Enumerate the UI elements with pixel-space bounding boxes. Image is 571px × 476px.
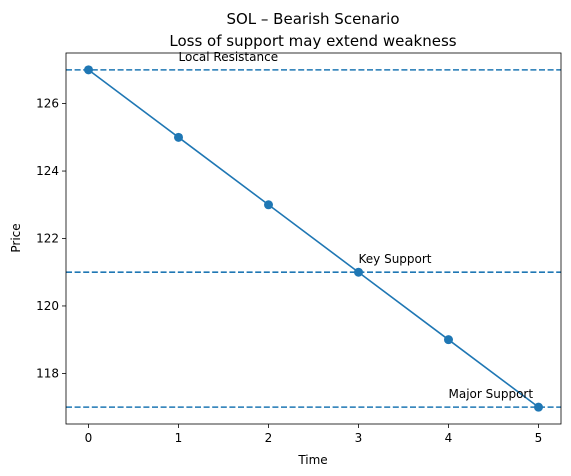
x-tick-label-1: 1 bbox=[175, 431, 183, 445]
x-axis-ticks: 0 1 2 3 4 5 bbox=[85, 424, 543, 445]
y-tick-label-3: 124 bbox=[36, 164, 59, 178]
data-point-3 bbox=[354, 267, 363, 277]
x-tick-label-5: 5 bbox=[535, 431, 543, 445]
y-tick-label-1: 120 bbox=[36, 299, 59, 313]
series-layer bbox=[84, 65, 543, 412]
series-line-0 bbox=[88, 69, 539, 408]
chart-subtitle: Loss of support may extend weakness bbox=[169, 32, 456, 50]
x-tick-label-2: 2 bbox=[265, 431, 273, 445]
hline-label-2: Major Support bbox=[449, 387, 534, 401]
y-tick-label-0: 118 bbox=[36, 366, 59, 380]
data-point-0 bbox=[84, 65, 93, 75]
x-axis-label: Time bbox=[297, 453, 327, 467]
data-point-2 bbox=[264, 200, 273, 210]
x-tick-label-0: 0 bbox=[85, 431, 93, 445]
data-point-4 bbox=[444, 335, 453, 345]
chart-title: SOL – Bearish Scenario bbox=[226, 10, 399, 28]
reference-lines bbox=[66, 69, 561, 408]
y-tick-label-4: 126 bbox=[36, 97, 59, 111]
chart-title-group: SOL – Bearish Scenario Loss of support m… bbox=[169, 10, 456, 50]
x-tick-label-4: 4 bbox=[445, 431, 453, 445]
annotations: Local Resistance Key Support Major Support bbox=[179, 50, 534, 401]
data-point-1 bbox=[174, 132, 183, 142]
x-tick-label-3: 3 bbox=[355, 431, 363, 445]
hline-label-1: Key Support bbox=[359, 252, 432, 266]
hline-label-0: Local Resistance bbox=[179, 50, 279, 64]
y-axis-label: Price bbox=[9, 223, 23, 252]
data-point-5 bbox=[534, 402, 543, 412]
y-axis-ticks: 118 120 122 124 126 bbox=[36, 97, 66, 380]
y-tick-label-2: 122 bbox=[36, 232, 59, 246]
